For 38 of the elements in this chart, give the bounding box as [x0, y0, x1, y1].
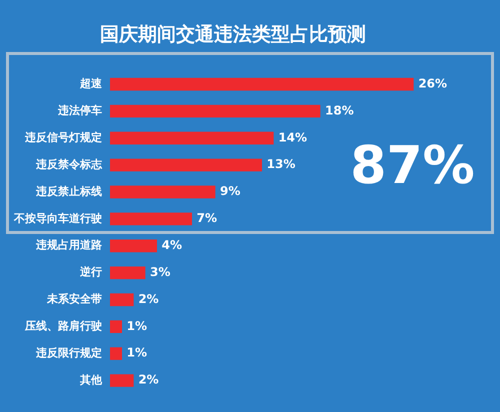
data-label: 9% [220, 184, 240, 198]
y-tick-label: 其他 [79, 373, 103, 386]
data-label: 1% [126, 318, 148, 333]
y-tick-label: 违反禁止标线 [35, 184, 102, 198]
data-label: 7% [196, 211, 218, 226]
y-tick-label: 违法停车 [57, 104, 102, 118]
bar [110, 78, 414, 91]
data-label: 1% [126, 346, 148, 360]
y-tick-label: 违反信号灯规定 [24, 130, 102, 144]
y-tick-label: 压线、路肩行驶 [24, 320, 102, 333]
chart-title: 国庆期间交通违法类型占比预测 [100, 23, 366, 46]
y-tick-label: 违反禁令标志 [35, 158, 103, 171]
bar [110, 158, 262, 172]
bar [110, 266, 146, 280]
y-tick-label: 违反限行规定 [35, 346, 102, 360]
y-tick-label: 超速 [79, 77, 103, 90]
data-label: 3% [150, 264, 170, 279]
data-label: 26% [418, 76, 448, 90]
bar [110, 320, 122, 333]
bar [110, 104, 320, 118]
bar [110, 132, 274, 144]
bar [110, 347, 122, 360]
bar [110, 212, 192, 226]
bar [110, 374, 134, 387]
y-tick-label: 未系安全带 [46, 292, 102, 306]
data-label: 2% [138, 372, 159, 387]
data-label: 2% [138, 292, 159, 306]
y-tick-label: 违规占用道路 [35, 238, 102, 252]
y-tick-label: 不按导向车道行驶 [13, 212, 102, 225]
annotation: 87% [349, 135, 476, 198]
y-tick-label: 逆行 [79, 266, 102, 279]
data-label: 4% [162, 238, 182, 252]
data-label: 18% [325, 103, 354, 118]
bar [110, 240, 157, 252]
bar [110, 293, 134, 306]
bar [110, 186, 216, 198]
data-label: 14% [278, 130, 308, 144]
data-label: 13% [266, 157, 296, 172]
